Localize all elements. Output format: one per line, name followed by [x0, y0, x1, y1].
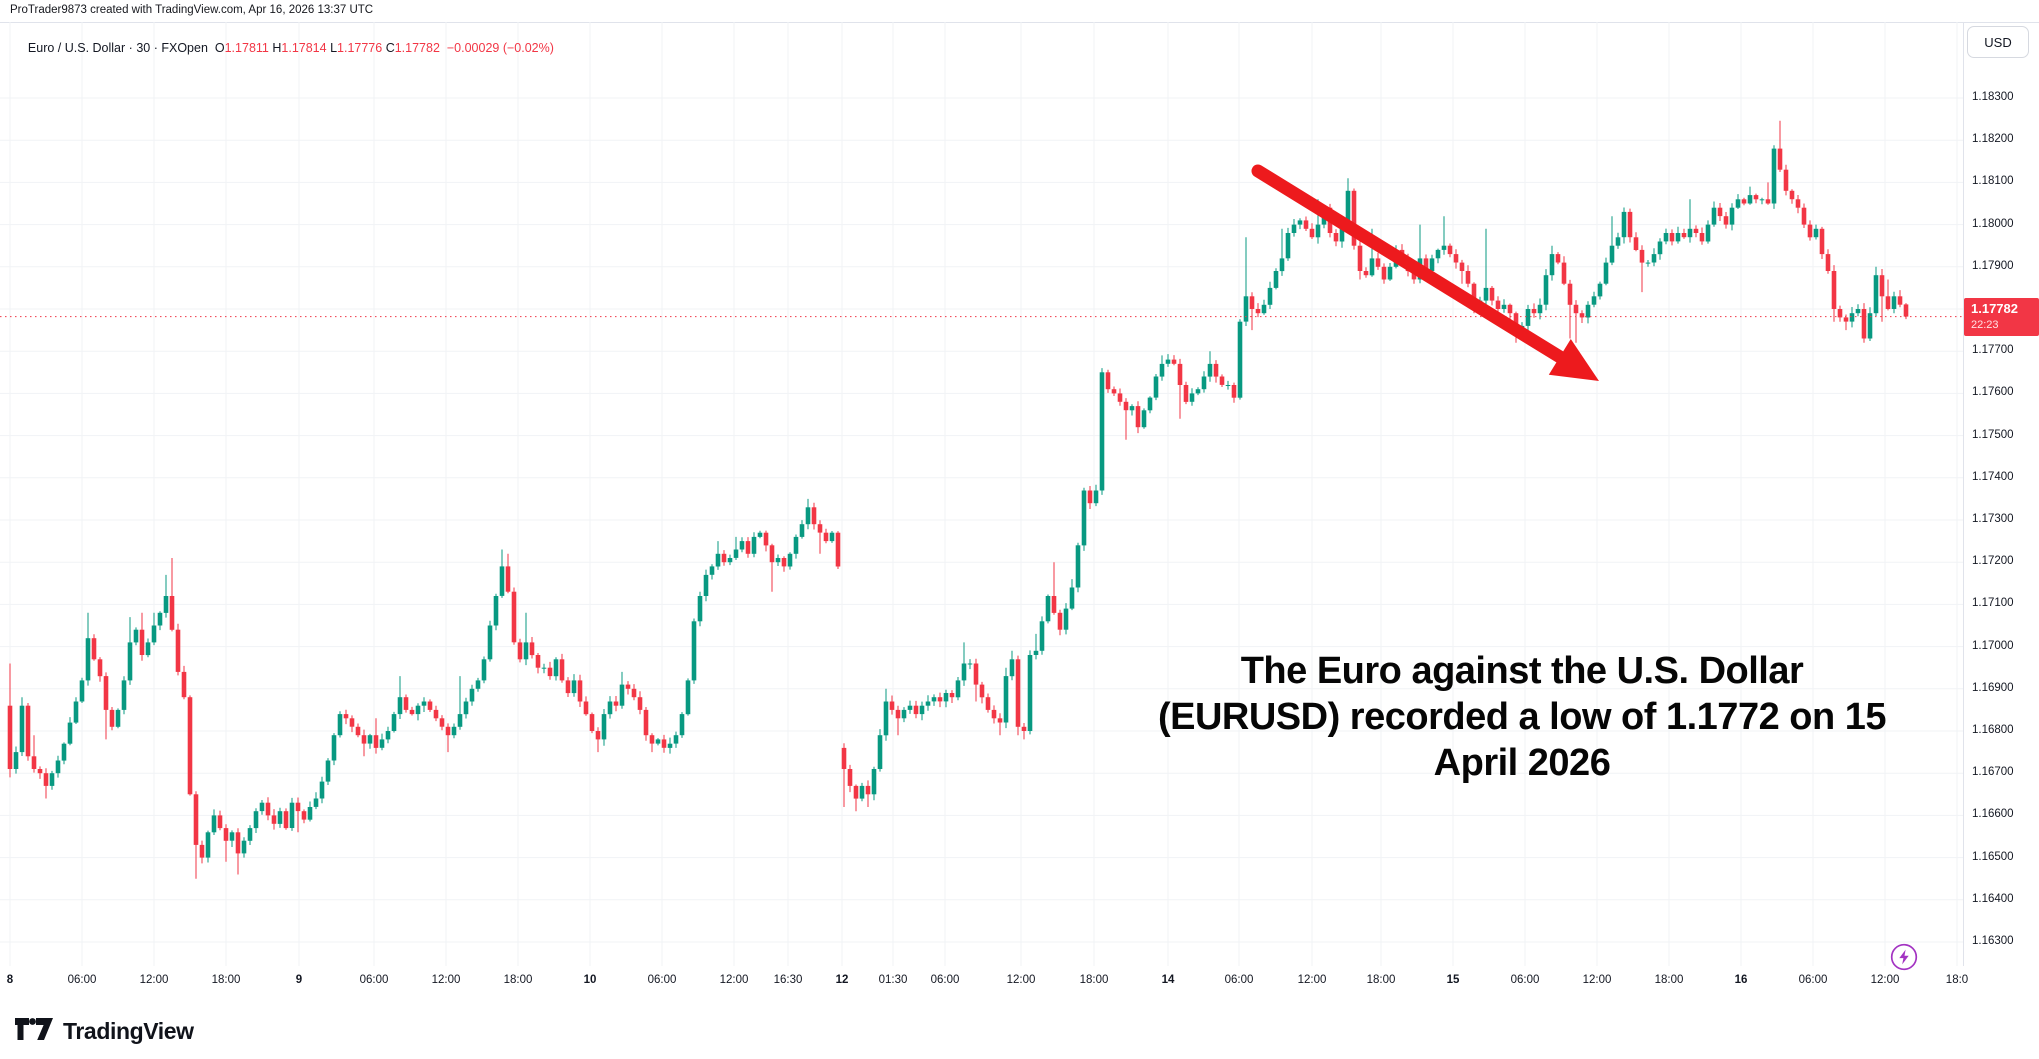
time-tick-label: 06:00: [1798, 974, 1828, 986]
symbol-title[interactable]: Euro / U.S. Dollar: [27, 41, 126, 55]
time-tick-label: 06:00: [67, 974, 97, 986]
time-axis[interactable]: 8 06:00 12:00 18:00 9 06:00 12:00 18:00 10 06:00 1…: [0, 966, 2039, 1005]
time-tick-label: 14: [1161, 974, 1175, 986]
last-price-value: 1.17782: [1971, 301, 2018, 316]
ohlc-letter: L: [330, 41, 338, 55]
tradingview-logo-text: TradingView: [63, 1017, 194, 1044]
time-tick-label: 01:30: [878, 974, 908, 986]
price-tick-label: 1.17300: [1972, 513, 2014, 525]
time-tick-label: 18:00: [211, 974, 241, 986]
time-tick-label: 10: [583, 974, 597, 986]
legend-separator: ·: [128, 41, 133, 55]
time-tick-label: 06:00: [930, 974, 960, 986]
price-tick-label: 1.16700: [1972, 766, 2014, 778]
symbol-legend[interactable]: Euro / U.S. Dollar · 30 · FXOpen O1.1781…: [14, 27, 554, 69]
ohlc-letter: C: [385, 41, 395, 55]
price-tick-label: 1.16800: [1972, 724, 2014, 736]
time-tick-label: 06:00: [1224, 974, 1254, 986]
change-value: −0.00029 (−0.02%): [446, 41, 554, 55]
time-tick-label: 06:00: [1510, 974, 1540, 986]
legend-separator: ·: [153, 41, 158, 55]
tradingview-logo[interactable]: TradingView: [14, 1016, 194, 1046]
price-tick-label: 1.16400: [1972, 893, 2014, 905]
ohlc-value: 1.17811: [224, 41, 269, 55]
arrow-drawing[interactable]: [1251, 164, 1599, 381]
lightning-icon[interactable]: [1889, 942, 1919, 972]
ohlc-letter: O: [214, 41, 225, 55]
ohlc-value: 1.17776: [337, 41, 383, 55]
ohlc-value: 1.17814: [281, 41, 327, 55]
time-tick-label: 12:00: [719, 974, 749, 986]
time-tick-label: 9: [295, 974, 303, 986]
currency-button-label: USD: [1984, 34, 2012, 50]
price-tick-label: 1.16600: [1972, 808, 2014, 820]
currency-button[interactable]: USD: [1967, 26, 2029, 58]
price-tick-label: 1.17100: [1972, 597, 2014, 609]
time-tick-label: 12:00: [1006, 974, 1036, 986]
time-tick-label: 06:00: [359, 974, 389, 986]
ohlc-letter: H: [272, 41, 282, 55]
price-axis[interactable]: 1.183001.182001.181001.180001.179001.178…: [1964, 22, 2039, 966]
price-tick-label: 1.17000: [1972, 640, 2014, 652]
price-tick-label: 1.18200: [1972, 133, 2014, 145]
price-tick-label: 1.17600: [1972, 386, 2014, 398]
price-tick-label: 1.17900: [1972, 260, 2014, 272]
time-tick-label: 16:30: [773, 974, 803, 986]
price-axis-border: [1963, 22, 1964, 1005]
annotation-line: April 2026: [1433, 742, 1611, 784]
time-tick-label: 18:00: [1654, 974, 1684, 986]
interval-label[interactable]: 30: [136, 41, 151, 55]
ohlc-values: O1.17811 H1.17814 L1.17776 C1.17782: [215, 41, 440, 55]
price-tick-label: 1.17200: [1972, 555, 2014, 567]
annotation-line: (EURUSD) recorded a low of 1.1772 on 15: [1157, 696, 1887, 738]
time-tick-label: 18:00: [1079, 974, 1109, 986]
top-divider: [0, 22, 2039, 23]
time-tick-label: 12:00: [1870, 974, 1900, 986]
attribution-text: ProTrader9873 created with TradingView.c…: [10, 4, 374, 16]
time-tick-label: 8: [6, 974, 14, 986]
tradingview-logo-icon: [15, 1018, 53, 1040]
annotation-line: The Euro against the U.S. Dollar: [1240, 650, 1804, 692]
time-tick-label: 12:00: [139, 974, 169, 986]
exchange-label[interactable]: FXOpen: [161, 41, 208, 55]
time-tick-label: 18:00: [503, 974, 533, 986]
time-tick-label: 06:00: [647, 974, 677, 986]
price-tick-label: 1.16500: [1972, 851, 2014, 863]
annotation-text: The Euro against the U.S. Dollar (EURUSD…: [1122, 648, 1922, 786]
price-tick-label: 1.16300: [1972, 935, 2014, 947]
attribution-bar: ProTrader9873 created with TradingView.c…: [0, 0, 2039, 22]
price-tick-label: 1.17400: [1972, 471, 2014, 483]
time-tick-label: 12:00: [1297, 974, 1327, 986]
time-tick-label: 18:00: [1366, 974, 1396, 986]
bar-countdown: 22:23: [1971, 319, 1999, 331]
price-tick-label: 1.18300: [1972, 91, 2014, 103]
price-tick-label: 1.18000: [1972, 218, 2014, 230]
price-tick-label: 1.16900: [1972, 682, 2014, 694]
time-tick-label: 15: [1446, 974, 1460, 986]
price-tick-label: 1.17500: [1972, 429, 2014, 441]
time-tick-label: 12:00: [1582, 974, 1612, 986]
candle-series: [7, 120, 1909, 879]
time-tick-label: 18:0: [1945, 974, 1969, 986]
price-tick-label: 1.18100: [1972, 175, 2014, 187]
price-tick-label: 1.17700: [1972, 344, 2014, 356]
time-tick-label: 12:00: [431, 974, 461, 986]
time-tick-label: 12: [835, 974, 849, 986]
ohlc-value: 1.17782: [394, 41, 440, 55]
last-price-label: 1.17782 22:23: [1964, 298, 2039, 336]
time-tick-label: 16: [1734, 974, 1748, 986]
